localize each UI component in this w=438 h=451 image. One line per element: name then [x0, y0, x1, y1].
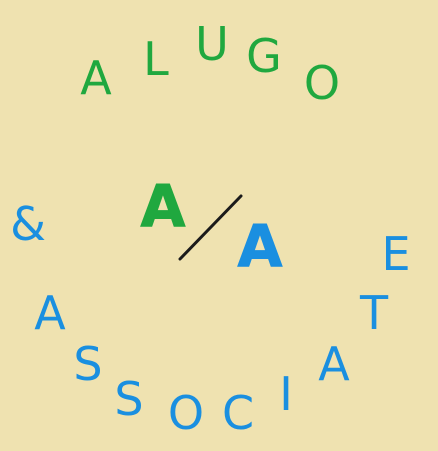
logo-letter-s-1: S — [73, 337, 103, 391]
monogram-letter-right: A — [238, 212, 283, 280]
logo-ampersand: & — [10, 197, 46, 251]
logo-letter-a-top: A — [80, 51, 112, 105]
monogram-letter-left: A — [141, 172, 186, 240]
logo-letter-e: E — [381, 227, 411, 281]
logo-letter-u: U — [195, 17, 229, 71]
logo-letter-i: I — [279, 367, 293, 421]
logo-letter-l: L — [143, 32, 169, 86]
monogram-slash — [178, 194, 243, 261]
logo-letter-c: C — [221, 386, 255, 440]
logo-letter-o-bottom: O — [167, 386, 205, 440]
logo-letter-o-top: O — [303, 56, 341, 110]
logo-letter-g: G — [246, 29, 282, 83]
logo-letter-a-1: A — [34, 286, 66, 340]
logo-letter-a-2: A — [318, 337, 350, 391]
logo-letter-s-2: S — [114, 372, 144, 426]
logo-letter-t: T — [359, 286, 389, 340]
